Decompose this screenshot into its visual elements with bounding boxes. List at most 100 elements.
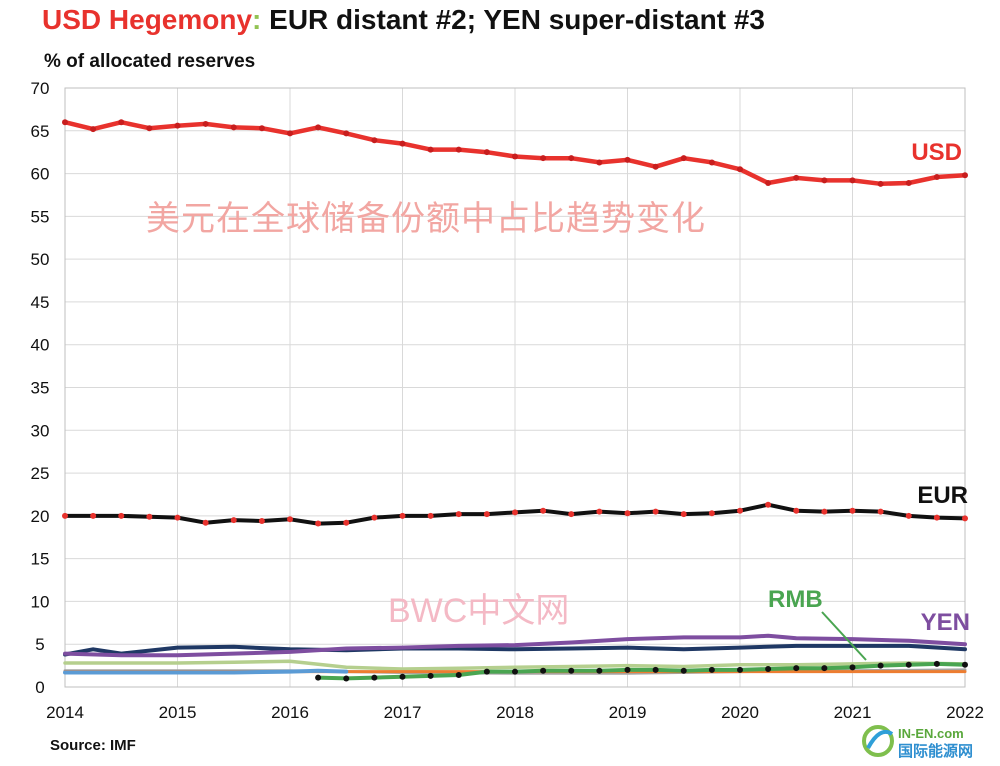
y-tick-label: 45 <box>31 293 50 312</box>
logo-top-text: IN-EN.com <box>898 726 964 741</box>
x-tick-label: 2015 <box>159 703 197 722</box>
usd-data-point <box>568 155 575 162</box>
usd-data-point <box>62 119 68 126</box>
logo-ring-icon <box>862 725 894 757</box>
eur-series-label: EUR <box>917 482 968 509</box>
rmb-data-point <box>371 674 378 681</box>
rmb-data-point <box>765 666 772 673</box>
rmb-data-point <box>399 673 406 680</box>
rmb-data-point <box>343 675 350 682</box>
eur-data-point <box>512 509 518 516</box>
usd-data-point <box>680 155 687 162</box>
series-labels: USD EUR YEN RMB <box>768 139 970 661</box>
rmb-data-point <box>512 668 518 675</box>
chart-title: USD Hegemony: EUR distant #2; YEN super-… <box>42 4 765 36</box>
eur-data-point <box>652 508 659 515</box>
eur-data-point <box>315 520 322 527</box>
y-tick-label: 55 <box>31 207 50 226</box>
eur-data-point <box>174 514 181 521</box>
x-tick-label: 2014 <box>46 703 84 722</box>
rmb-series-label: RMB <box>768 586 823 613</box>
eur-data-point <box>905 512 912 519</box>
yen-series-line <box>63 633 967 658</box>
eur-data-point <box>877 508 884 515</box>
usd-data-point <box>343 130 350 137</box>
rmb-data-point <box>483 668 490 675</box>
in-en-logo: IN-EN.com 国际能源网 <box>862 725 973 760</box>
rmb-data-point <box>877 662 884 669</box>
y-tick-label: 70 <box>31 79 50 98</box>
eur-data-point <box>62 512 68 519</box>
usd-data-point <box>146 125 153 132</box>
gridlines <box>64 87 966 688</box>
y-tick-label: 30 <box>31 421 50 440</box>
usd-data-point <box>933 173 940 180</box>
rmb-data-point <box>793 665 800 672</box>
source-note: Source: IMF <box>50 737 136 754</box>
rmb-data-point <box>680 667 687 674</box>
rmb-data-point <box>624 666 631 673</box>
title-colon: : <box>252 4 262 35</box>
usd-data-point <box>962 172 968 179</box>
rmb-data-point <box>905 661 912 668</box>
watermark-chinese-caption: 美元在全球储备份额中占比趋势变化 <box>146 200 706 238</box>
rmb-data-point <box>427 672 434 679</box>
other-currency-series-line <box>63 659 967 671</box>
yen-series-label: YEN <box>921 609 970 636</box>
rmb-data-point <box>737 666 743 673</box>
usd-data-point <box>202 120 209 127</box>
y-tick-label: 35 <box>31 379 50 398</box>
eur-data-point <box>258 517 265 524</box>
eur-data-point <box>765 501 772 508</box>
eur-data-point <box>596 508 603 515</box>
eur-data-point <box>230 517 237 524</box>
eur-data-point <box>962 515 968 522</box>
usd-data-point <box>708 159 715 166</box>
rmb-leader-line <box>821 611 867 661</box>
usd-data-point <box>793 174 800 181</box>
y-tick-label: 10 <box>31 592 50 611</box>
usd-data-point <box>624 156 631 163</box>
watermark-bwc: BWC中文网 <box>388 592 570 630</box>
other-currency-series-line <box>63 643 967 657</box>
series-lines <box>62 119 968 682</box>
usd-data-point <box>399 140 406 147</box>
eur-data-point <box>287 516 293 523</box>
x-tick-label: 2022 <box>946 703 984 722</box>
eur-data-point <box>202 519 209 526</box>
rmb-data-point <box>821 665 828 672</box>
usd-data-point <box>905 179 912 186</box>
y-tick-label: 5 <box>35 635 44 654</box>
usd-series-label: USD <box>911 139 962 166</box>
usd-data-point <box>821 177 828 184</box>
rmb-data-point <box>455 672 462 679</box>
plot-frame <box>64 87 966 688</box>
title-rest-part: EUR distant #2; YEN super-distant #3 <box>261 4 765 35</box>
usd-data-point <box>877 180 884 187</box>
usd-data-point <box>371 137 378 144</box>
x-tick-label: 2020 <box>721 703 759 722</box>
rmb-data-point <box>540 667 547 674</box>
rmb-data-point <box>933 660 940 667</box>
usd-data-point <box>849 177 856 184</box>
usd-data-point <box>596 159 603 166</box>
rmb-series-line <box>316 661 967 681</box>
rmb-data-point <box>652 666 659 673</box>
eur-data-point <box>399 512 406 519</box>
eur-data-point <box>343 519 350 526</box>
usd-data-point <box>540 155 547 162</box>
eur-data-point <box>483 511 490 518</box>
rmb-data-point <box>849 664 856 671</box>
usd-data-point <box>737 166 743 173</box>
x-tick-label: 2019 <box>609 703 647 722</box>
usd-data-point <box>512 153 518 160</box>
x-tick-label: 2016 <box>271 703 309 722</box>
other-currency-series-line <box>63 668 349 675</box>
y-tick-label: 65 <box>31 122 50 141</box>
eur-data-point <box>540 507 547 514</box>
y-tick-label: 15 <box>31 550 50 569</box>
eur-data-point <box>680 511 687 518</box>
usd-data-point <box>315 124 322 131</box>
usd-data-point <box>230 124 237 131</box>
